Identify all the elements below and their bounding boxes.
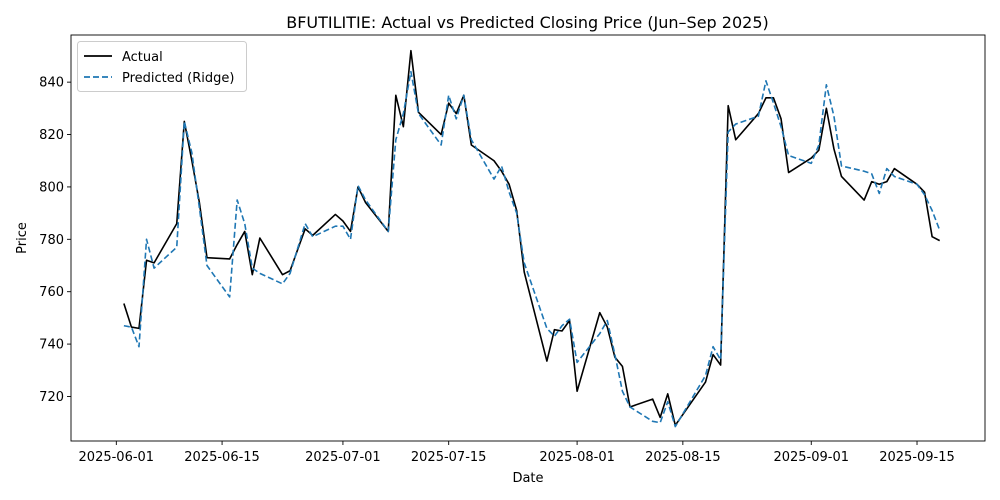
- legend-box: [77, 41, 247, 92]
- y-tick-label: 740: [39, 338, 64, 353]
- x-tick-label: 2025-06-01: [79, 450, 155, 465]
- y-axis-label: Price: [15, 222, 30, 254]
- y-tick-label: 720: [39, 390, 64, 405]
- x-tick-label: 2025-06-15: [184, 450, 260, 465]
- chart-title: BFUTILITIE: Actual vs Predicted Closing …: [286, 13, 769, 32]
- x-axis: 2025-06-01 2025-06-15 2025-07-01 2025-07-15…: [79, 441, 955, 465]
- legend-label-actual: Actual: [122, 50, 163, 65]
- x-tick-label: 2025-08-15: [645, 450, 721, 465]
- x-tick-label: 2025-08-01: [539, 450, 615, 465]
- plot-area: 2025-06-01 2025-06-15 2025-07-01 2025-07-15…: [39, 34, 986, 465]
- x-tick-label: 2025-09-15: [879, 450, 955, 465]
- plot-frame: [70, 34, 986, 442]
- series-line-predicted: [123, 70, 941, 428]
- y-tick-label: 760: [39, 285, 64, 300]
- x-tick-label: 2025-07-01: [305, 450, 381, 465]
- x-tick-label: 2025-07-15: [411, 450, 487, 465]
- y-tick-label: 840: [39, 76, 64, 91]
- y-tick-label: 800: [39, 180, 64, 195]
- x-axis-label: Date: [512, 471, 543, 486]
- legend: Actual Predicted (Ridge): [77, 41, 247, 92]
- x-tick-label: 2025-09-01: [773, 450, 849, 465]
- y-tick-label: 820: [39, 128, 64, 143]
- y-axis: 720 740 760 780 800 820 840: [39, 76, 71, 405]
- y-tick-label: 780: [39, 233, 64, 248]
- series-layer: [123, 49, 941, 428]
- legend-label-predicted: Predicted (Ridge): [122, 71, 234, 86]
